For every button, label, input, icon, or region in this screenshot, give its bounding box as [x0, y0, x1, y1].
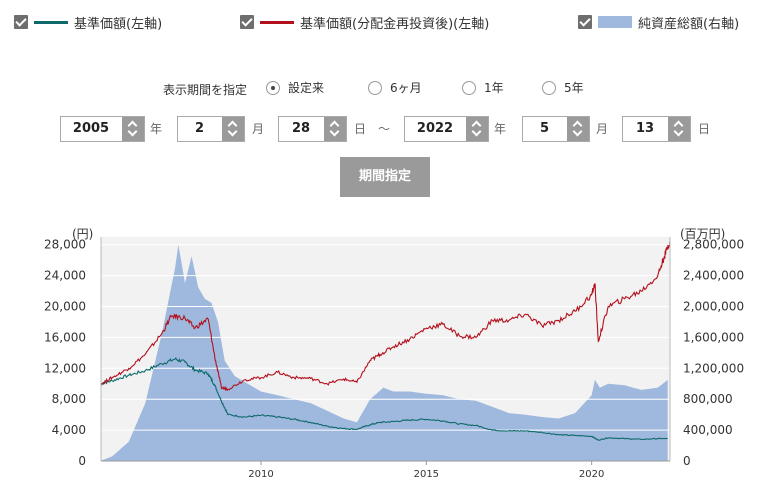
- left-tick-label: 16,000: [44, 330, 86, 344]
- left-tick-label: 28,000: [44, 238, 86, 252]
- from-day-select[interactable]: 28: [278, 116, 347, 142]
- from-year-select[interactable]: 2005: [60, 116, 145, 142]
- radio-label: 1年: [484, 81, 504, 95]
- legend-area-swatch: [598, 16, 632, 28]
- from-month-value: 2: [194, 121, 205, 136]
- spinner-icon[interactable]: [222, 117, 244, 141]
- to-year-select[interactable]: 2022: [404, 116, 489, 142]
- to-year-unit: 年: [494, 122, 507, 136]
- right-tick-label: 1,600,000: [683, 330, 744, 344]
- radio-label: 設定来: [288, 81, 325, 95]
- radio-1-year[interactable]: 1年: [462, 79, 504, 96]
- radio-6-months[interactable]: 6ヶ月: [368, 79, 422, 96]
- to-year-value: 2022: [416, 121, 454, 136]
- from-month-select[interactable]: 2: [177, 116, 245, 142]
- radio-icon[interactable]: [462, 80, 476, 95]
- checkbox-icon[interactable]: [578, 15, 592, 29]
- from-day-value: 28: [291, 121, 311, 136]
- spinner-icon[interactable]: [466, 117, 488, 141]
- left-tick-label: 12,000: [44, 361, 86, 375]
- legend-label: 基準価額(分配金再投資後)(左軸): [300, 16, 490, 32]
- to-month-unit: 月: [596, 122, 609, 136]
- x-tick-label: 2020: [579, 469, 604, 480]
- radio-icon[interactable]: [542, 80, 556, 95]
- left-tick-label: 8,000: [52, 392, 86, 406]
- from-day-unit: 日: [354, 122, 367, 136]
- radio-icon[interactable]: [368, 80, 382, 95]
- spinner-icon[interactable]: [324, 117, 346, 141]
- series-net-assets-area: [101, 244, 668, 461]
- right-tick-label: 400,000: [683, 423, 733, 437]
- right-tick-label: 800,000: [683, 392, 733, 406]
- from-year-unit: 年: [150, 122, 163, 136]
- x-tick-label: 2015: [414, 469, 439, 480]
- period-label: 表示期間を指定: [163, 83, 248, 97]
- series-nav-reinvested-line: [100, 240, 671, 392]
- to-day-select[interactable]: 13: [622, 116, 691, 142]
- radio-since-inception[interactable]: 設定来: [266, 79, 324, 96]
- legend-label: 純資産総額(右軸): [638, 16, 740, 32]
- legend-line-swatch: [260, 20, 294, 24]
- radio-label: 6ヶ月: [390, 81, 422, 95]
- right-tick-label: 1,200,000: [683, 361, 744, 375]
- left-tick-label: 0: [78, 454, 86, 468]
- checkbox-icon[interactable]: [14, 15, 28, 29]
- left-axis-unit: (円): [72, 227, 94, 241]
- from-month-unit: 月: [252, 122, 265, 136]
- to-day-unit: 日: [698, 122, 711, 136]
- right-tick-label: 2,800,000: [683, 238, 744, 252]
- x-tick-label: 2010: [248, 469, 273, 480]
- right-tick-label: 0: [683, 454, 691, 468]
- right-tick-label: 2,400,000: [683, 269, 744, 283]
- left-tick-label: 24,000: [44, 269, 86, 283]
- legend-item-nav-reinvested[interactable]: 基準価額(分配金再投資後)(左軸): [240, 12, 489, 32]
- from-year-value: 2005: [72, 121, 110, 136]
- to-month-select[interactable]: 5: [522, 116, 590, 142]
- apply-period-button[interactable]: 期間指定: [340, 157, 430, 197]
- radio-5-years[interactable]: 5年: [542, 79, 584, 96]
- legend-item-net-assets[interactable]: 純資産総額(右軸): [578, 12, 739, 32]
- legend-line-swatch: [34, 20, 68, 24]
- checkbox-icon[interactable]: [240, 15, 254, 29]
- to-month-value: 5: [539, 121, 550, 136]
- right-tick-label: 2,000,000: [683, 300, 744, 314]
- spinner-icon[interactable]: [668, 117, 690, 141]
- radio-icon[interactable]: [266, 80, 280, 95]
- left-tick-label: 4,000: [52, 423, 86, 437]
- series-nav-line: [100, 357, 668, 441]
- range-separator: 〜: [378, 122, 391, 136]
- to-day-value: 13: [635, 121, 655, 136]
- spinner-icon[interactable]: [122, 117, 144, 141]
- legend-item-nav[interactable]: 基準価額(左軸): [14, 12, 162, 32]
- left-tick-label: 20,000: [44, 300, 86, 314]
- spinner-icon[interactable]: [567, 117, 589, 141]
- radio-label: 5年: [564, 81, 584, 95]
- legend-label: 基準価額(左軸): [74, 16, 163, 32]
- right-axis-unit: (百万円): [680, 227, 726, 241]
